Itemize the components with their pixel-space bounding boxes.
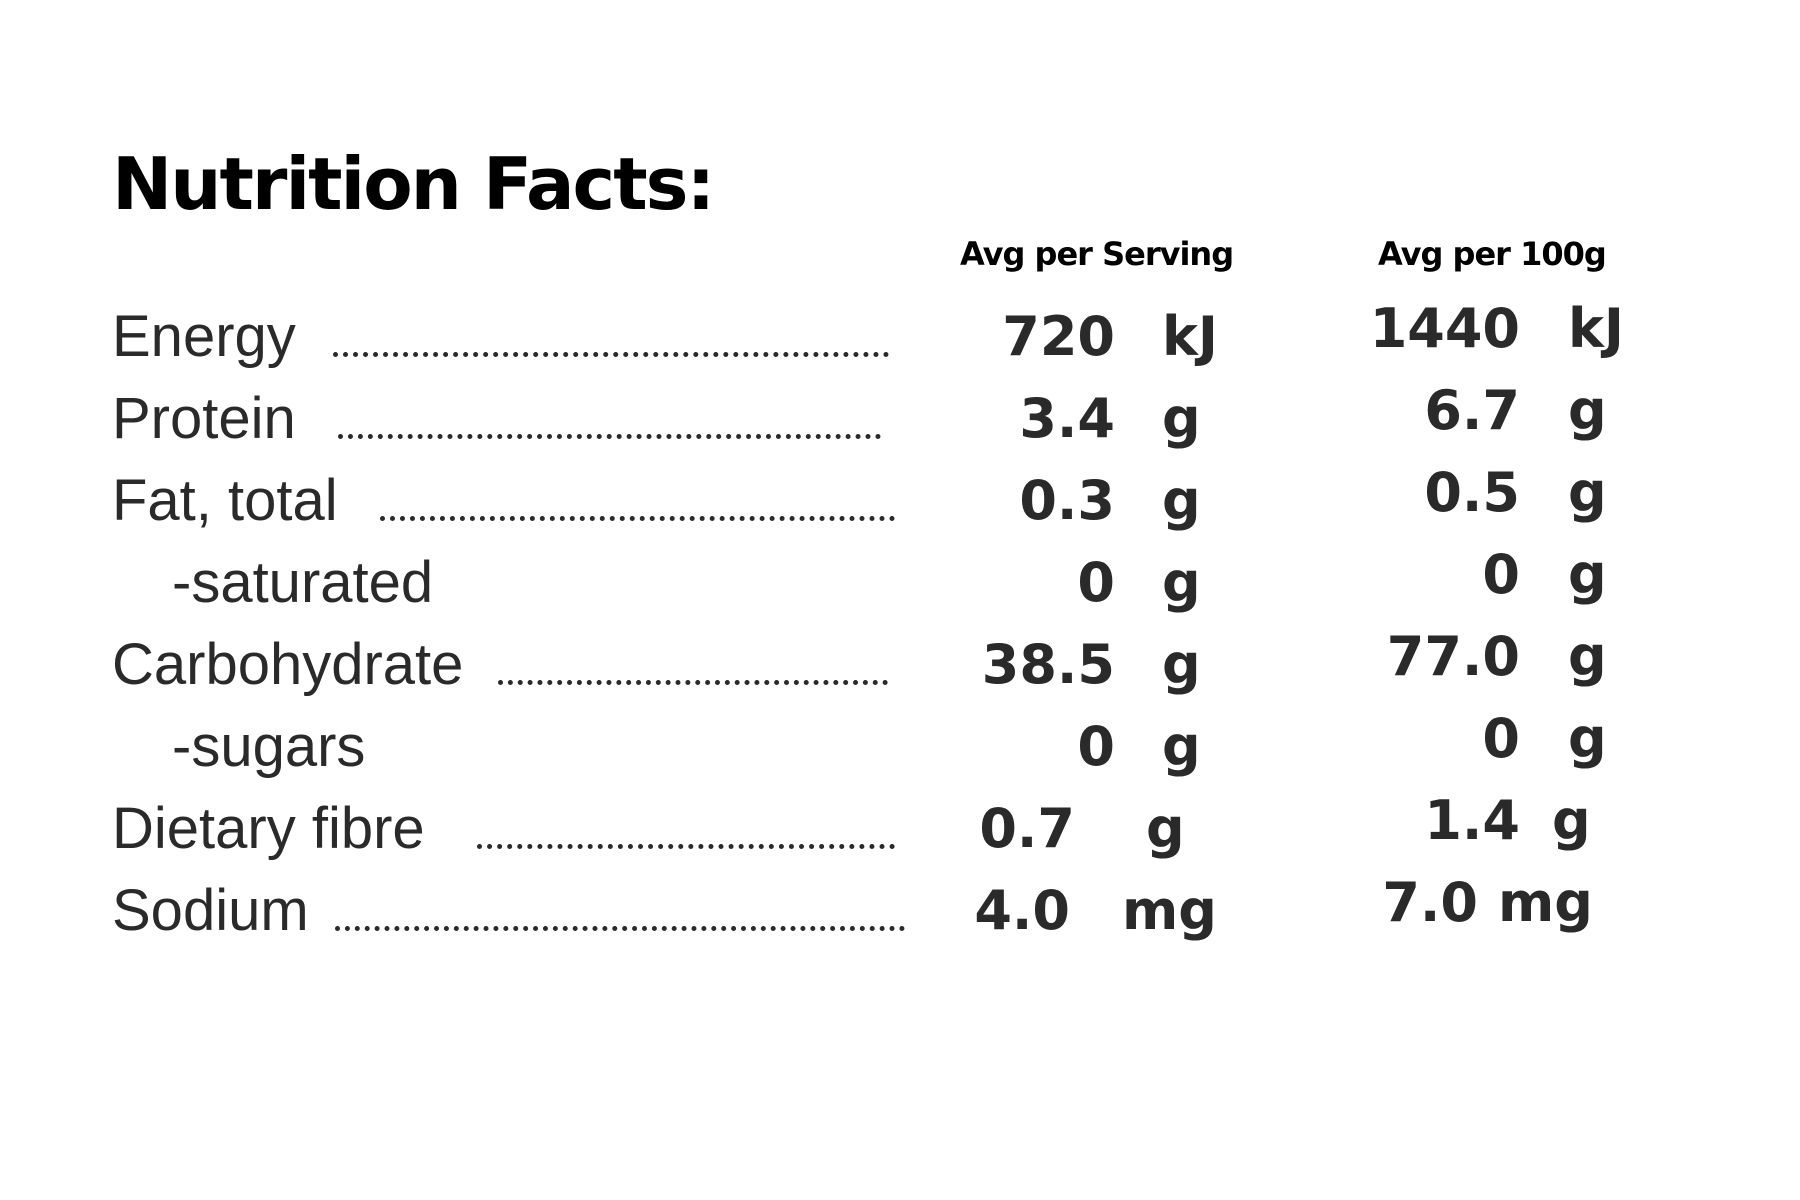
nutrient-label: -sugars [172, 714, 366, 779]
per100g-value: 7.0 [1382, 871, 1478, 934]
serving-unit: g [1162, 633, 1201, 696]
per100g-value: 0 [1482, 707, 1520, 770]
serving-value: 4.0 [974, 879, 1070, 942]
column-header-per-serving: Avg per Serving [960, 235, 1234, 273]
per100g-unit: mg [1498, 871, 1593, 934]
nutrient-label: Sodium [112, 878, 309, 943]
nutrient-row-energy: Energy 720 kJ 1440 kJ [0, 297, 1800, 372]
per100g-unit: g [1568, 379, 1607, 442]
per100g-value: 1.4 [1424, 789, 1520, 852]
dot-leader [338, 434, 881, 439]
nutrient-label: Energy [112, 304, 296, 369]
dot-leader [498, 680, 888, 685]
serving-unit: mg [1122, 879, 1217, 942]
serving-unit: g [1146, 797, 1185, 860]
per100g-unit: g [1568, 625, 1607, 688]
serving-value: 0 [1077, 715, 1115, 778]
nutrient-label: -saturated [172, 550, 434, 615]
nutrient-row-sodium: Sodium 4.0 mg 7.0 mg [0, 871, 1800, 946]
nutrient-label: Dietary fibre [112, 796, 425, 861]
serving-value: 720 [1002, 305, 1115, 368]
dot-leader [335, 926, 905, 931]
nutrient-row-dietary-fibre: Dietary fibre 0.7 g 1.4 g [0, 789, 1800, 864]
serving-unit: g [1162, 469, 1201, 532]
nutrient-row-carbohydrate: Carbohydrate 38.5 g 77.0 g [0, 625, 1800, 700]
page-title: Nutrition Facts: [112, 142, 715, 226]
serving-value: 0.3 [1019, 469, 1115, 532]
per100g-value: 0 [1482, 543, 1520, 606]
serving-value: 3.4 [1019, 387, 1115, 450]
nutrient-label: Fat, total [112, 468, 338, 533]
nutrient-row-saturated: -saturated 0 g 0 g [0, 543, 1800, 618]
dot-leader [333, 352, 889, 357]
nutrient-label: Protein [112, 386, 296, 451]
serving-value: 0 [1077, 551, 1115, 614]
per100g-value: 1440 [1369, 297, 1520, 360]
per100g-unit: g [1568, 543, 1607, 606]
per100g-unit: g [1552, 789, 1591, 852]
per100g-unit: kJ [1568, 297, 1625, 360]
nutrient-row-protein: Protein 3.4 g 6.7 g [0, 379, 1800, 454]
per100g-value: 0.5 [1424, 461, 1520, 524]
dot-leader [477, 844, 895, 849]
per100g-unit: g [1568, 461, 1607, 524]
column-header-per-100g: Avg per 100g [1378, 235, 1607, 273]
serving-value: 0.7 [979, 797, 1075, 860]
per100g-unit: g [1568, 707, 1607, 770]
per100g-value: 77.0 [1386, 625, 1520, 688]
nutrient-label: Carbohydrate [112, 632, 464, 697]
dot-leader [380, 516, 895, 521]
per100g-value: 6.7 [1424, 379, 1520, 442]
nutrient-row-fat-total: Fat, total 0.3 g 0.5 g [0, 461, 1800, 536]
serving-unit: kJ [1162, 305, 1219, 368]
serving-value: 38.5 [981, 633, 1115, 696]
serving-unit: g [1162, 715, 1201, 778]
serving-unit: g [1162, 387, 1201, 450]
serving-unit: g [1162, 551, 1201, 614]
nutrient-row-sugars: -sugars 0 g 0 g [0, 707, 1800, 782]
